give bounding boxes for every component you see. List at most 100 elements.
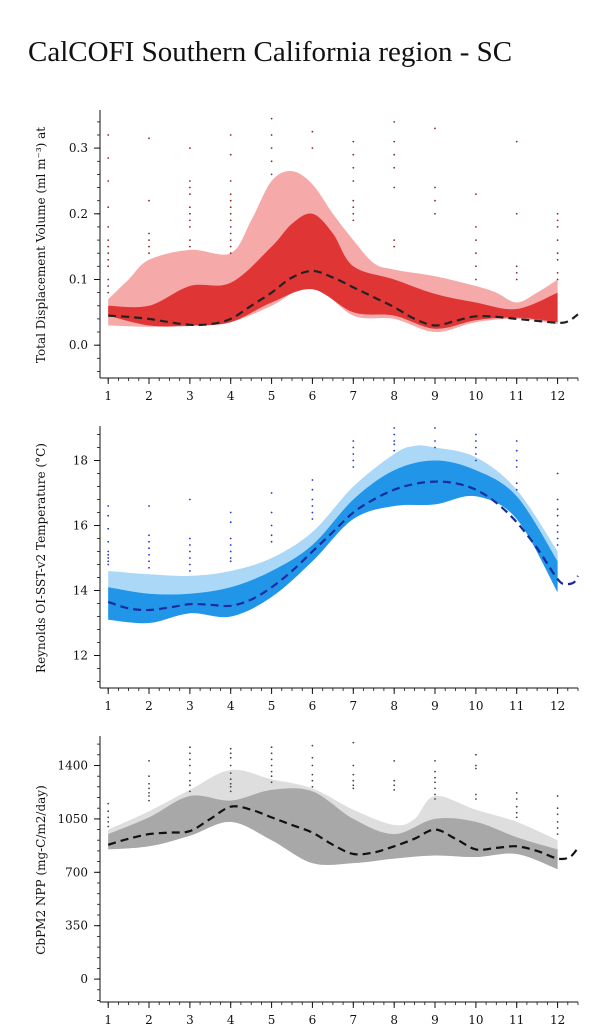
sst-scatter-point [393,440,396,442]
volume-scatter-point [311,147,314,149]
volume-scatter-point [229,134,232,136]
sst-x-tick-label: 8 [390,699,398,713]
sst-x-tick-label: 6 [309,699,317,713]
npp-scatter-point [270,764,273,767]
npp-scatter-point [393,784,396,787]
volume-scatter-point [189,206,191,209]
npp-scatter-point [189,779,191,782]
npp-scatter-point [475,764,477,767]
npp-scatter-point [393,779,396,782]
npp-scatter-point [148,760,150,762]
npp-scatter-point [229,785,232,788]
npp-scatter-point [229,764,232,767]
sst-scatter-point [556,524,559,527]
npp-scatter-point [556,833,559,835]
sst-scatter-point [556,544,559,546]
volume-scatter-point [189,180,191,182]
volume-scatter-point [189,147,191,149]
npp-scatter-point [270,781,273,784]
volume-scatter-point [107,265,110,268]
sst-scatter-point [556,514,559,517]
volume-scatter-point [107,278,110,281]
volume-x-tick-label: 10 [468,389,483,403]
sst-scatter-point [107,514,110,517]
sst-x-tick-label: 12 [550,699,565,713]
sst-scatter-point [189,557,191,559]
volume-scatter-point [229,226,232,228]
npp-scatter-point [189,784,191,787]
sst-scatter-point [311,518,314,520]
volume-scatter-point [352,180,355,182]
npp-scatter-point [189,772,191,774]
sst-y-tick-label: 14 [73,584,89,598]
sst-scatter-point [515,488,518,491]
sst-scatter-point [229,511,232,514]
sst-scatter-point [311,488,314,491]
volume-scatter-point [107,239,110,242]
npp-y-tick-label: 700 [65,865,88,879]
volume-scatter-point [229,193,232,195]
npp-x-tick-label: 12 [550,1013,565,1027]
npp-scatter-point [352,784,355,787]
npp-scatter-point [475,753,477,756]
volume-scatter-point [229,206,232,209]
npp-x-tick-label: 7 [349,1013,357,1027]
volume-scatter-point [107,206,110,209]
sst-scatter-point [270,524,273,527]
sst-scatter-point [189,544,191,546]
sst-scatter-point [148,566,150,569]
volume-x-tick-label: 4 [227,389,235,403]
npp-scatter-point [352,787,355,790]
sst-scatter-point [352,453,355,455]
npp-y-axis-label: CbPM2 NPP (mg-C/m2/day) [34,785,48,955]
volume-scatter-point [393,166,396,169]
volume-scatter-point [270,117,273,120]
npp-scatter-point [270,752,273,755]
npp-mean-line [107,805,579,861]
volume-y-tick-label: 0.0 [69,338,88,352]
npp-scatter-point [352,764,355,767]
volume-x-tick-label: 5 [268,389,276,403]
npp-scatter-point [352,741,355,744]
npp-x-tick-label: 5 [268,1013,276,1027]
npp-scatter-point [229,752,232,755]
sst-scatter-point [148,560,150,563]
sst-y-tick-label: 16 [73,519,88,533]
volume-scatter-point [107,134,110,136]
chart-title: CalCOFI Southern California region - SC [28,36,513,68]
npp-scatter-point [556,807,559,810]
npp-scatter-point [107,821,110,823]
sst-scatter-point [107,560,110,563]
npp-scatter-point [189,752,191,755]
volume-scatter-point [189,219,191,222]
volume-scatter-point [107,285,110,287]
sst-scatter-point [475,446,477,449]
sst-scatter-point [475,433,477,436]
sst-scatter-point [556,508,559,511]
sst-scatter-point [107,540,110,543]
volume-inner-band [108,213,558,329]
volume-scatter-point [393,186,396,189]
sst-scatter-point [393,433,396,436]
sst-scatter-point [311,479,314,481]
volume-scatter-point [434,186,436,189]
npp-scatter-point [229,747,232,750]
npp-scatter-point [229,756,232,759]
volume-scatter-point [270,160,273,163]
sst-scatter-point [393,443,396,446]
npp-scatter-point [148,799,150,802]
volume-scatter-point [148,239,150,242]
volume-scatter-point [393,121,396,123]
npp-x-tick-label: 2 [145,1013,153,1027]
npp-scatter-point [475,767,477,770]
sst-scatter-point [352,466,355,468]
sst-scatter-point [270,540,273,543]
volume-scatter-point [189,245,191,248]
volume-y-tick-label: 0.3 [69,141,88,155]
npp-scatter-point [107,825,110,828]
sst-x-tick-label: 5 [268,699,276,713]
sst-scatter-point [352,446,355,449]
sst-scatter-point [556,472,559,475]
sst-x-tick-label: 4 [227,699,235,713]
